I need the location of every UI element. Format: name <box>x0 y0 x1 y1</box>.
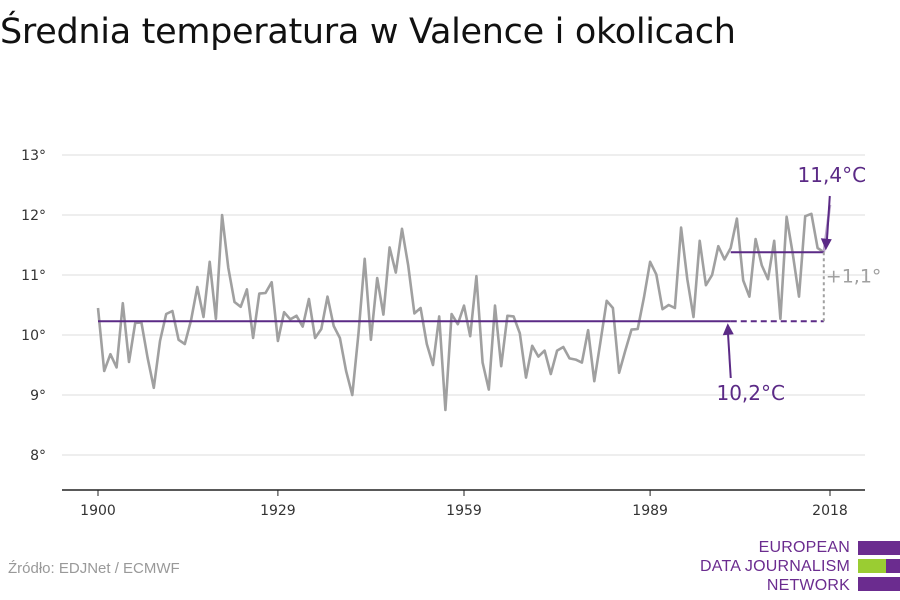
temperature-series-line <box>96 212 825 412</box>
logo-line-1: EUROPEAN <box>758 539 850 556</box>
recent-arrow-head <box>820 238 832 251</box>
temperature-chart: 8° 9° 10° 11° 12° 13° 1900 1929 1959 1989 2018 +1… <box>21 148 881 519</box>
logo-bar-middle-green <box>858 559 886 573</box>
difference-label: +1,1° <box>826 266 882 288</box>
logo-line-2: DATA JOURNALISM <box>700 558 850 575</box>
logo-bar-bottom <box>858 577 900 591</box>
series-layer <box>96 204 832 412</box>
baseline-label: 10,2°C <box>716 381 785 405</box>
x-tick-label: 1900 <box>80 503 116 519</box>
x-axis-tick-labels: 1900 1929 1959 1989 2018 <box>80 503 848 519</box>
y-tick-label: 12° <box>21 208 46 224</box>
x-axis <box>62 489 865 496</box>
x-tick-label: 1959 <box>446 503 482 519</box>
y-tick-label: 13° <box>21 148 46 164</box>
logo-bar-top <box>858 541 900 555</box>
y-tick-label: 8° <box>30 448 46 464</box>
x-tick-label: 1989 <box>632 503 668 519</box>
chart-title: Średnia temperatura w Valence i okolicac… <box>0 12 736 52</box>
y-grid <box>62 154 865 456</box>
y-tick-label: 9° <box>30 388 46 404</box>
y-tick-label: 11° <box>21 268 46 284</box>
baseline-arrow-shaft <box>726 329 732 379</box>
baseline-arrow-head <box>722 323 734 336</box>
reference-lines <box>98 251 824 323</box>
x-tick-label: 2018 <box>812 503 848 519</box>
recent-label: 11,4°C <box>798 163 867 187</box>
y-axis-tick-labels: 8° 9° 10° 11° 12° 13° <box>21 148 46 464</box>
annotations: +1,1° 10,2°C 11,4°C <box>716 163 881 405</box>
source-note: Źródło: EDJNet / ECMWF <box>8 560 180 577</box>
edjnet-logo[interactable]: EUROPEAN DATA JOURNALISM NETWORK <box>700 538 900 598</box>
y-tick-label: 10° <box>21 328 46 344</box>
logo-bar-middle-purple <box>886 559 900 573</box>
logo-text: EUROPEAN DATA JOURNALISM NETWORK <box>700 538 850 595</box>
x-tick-label: 1929 <box>260 503 296 519</box>
recent-arrow-shaft <box>825 195 831 243</box>
logo-line-3: NETWORK <box>766 577 850 594</box>
